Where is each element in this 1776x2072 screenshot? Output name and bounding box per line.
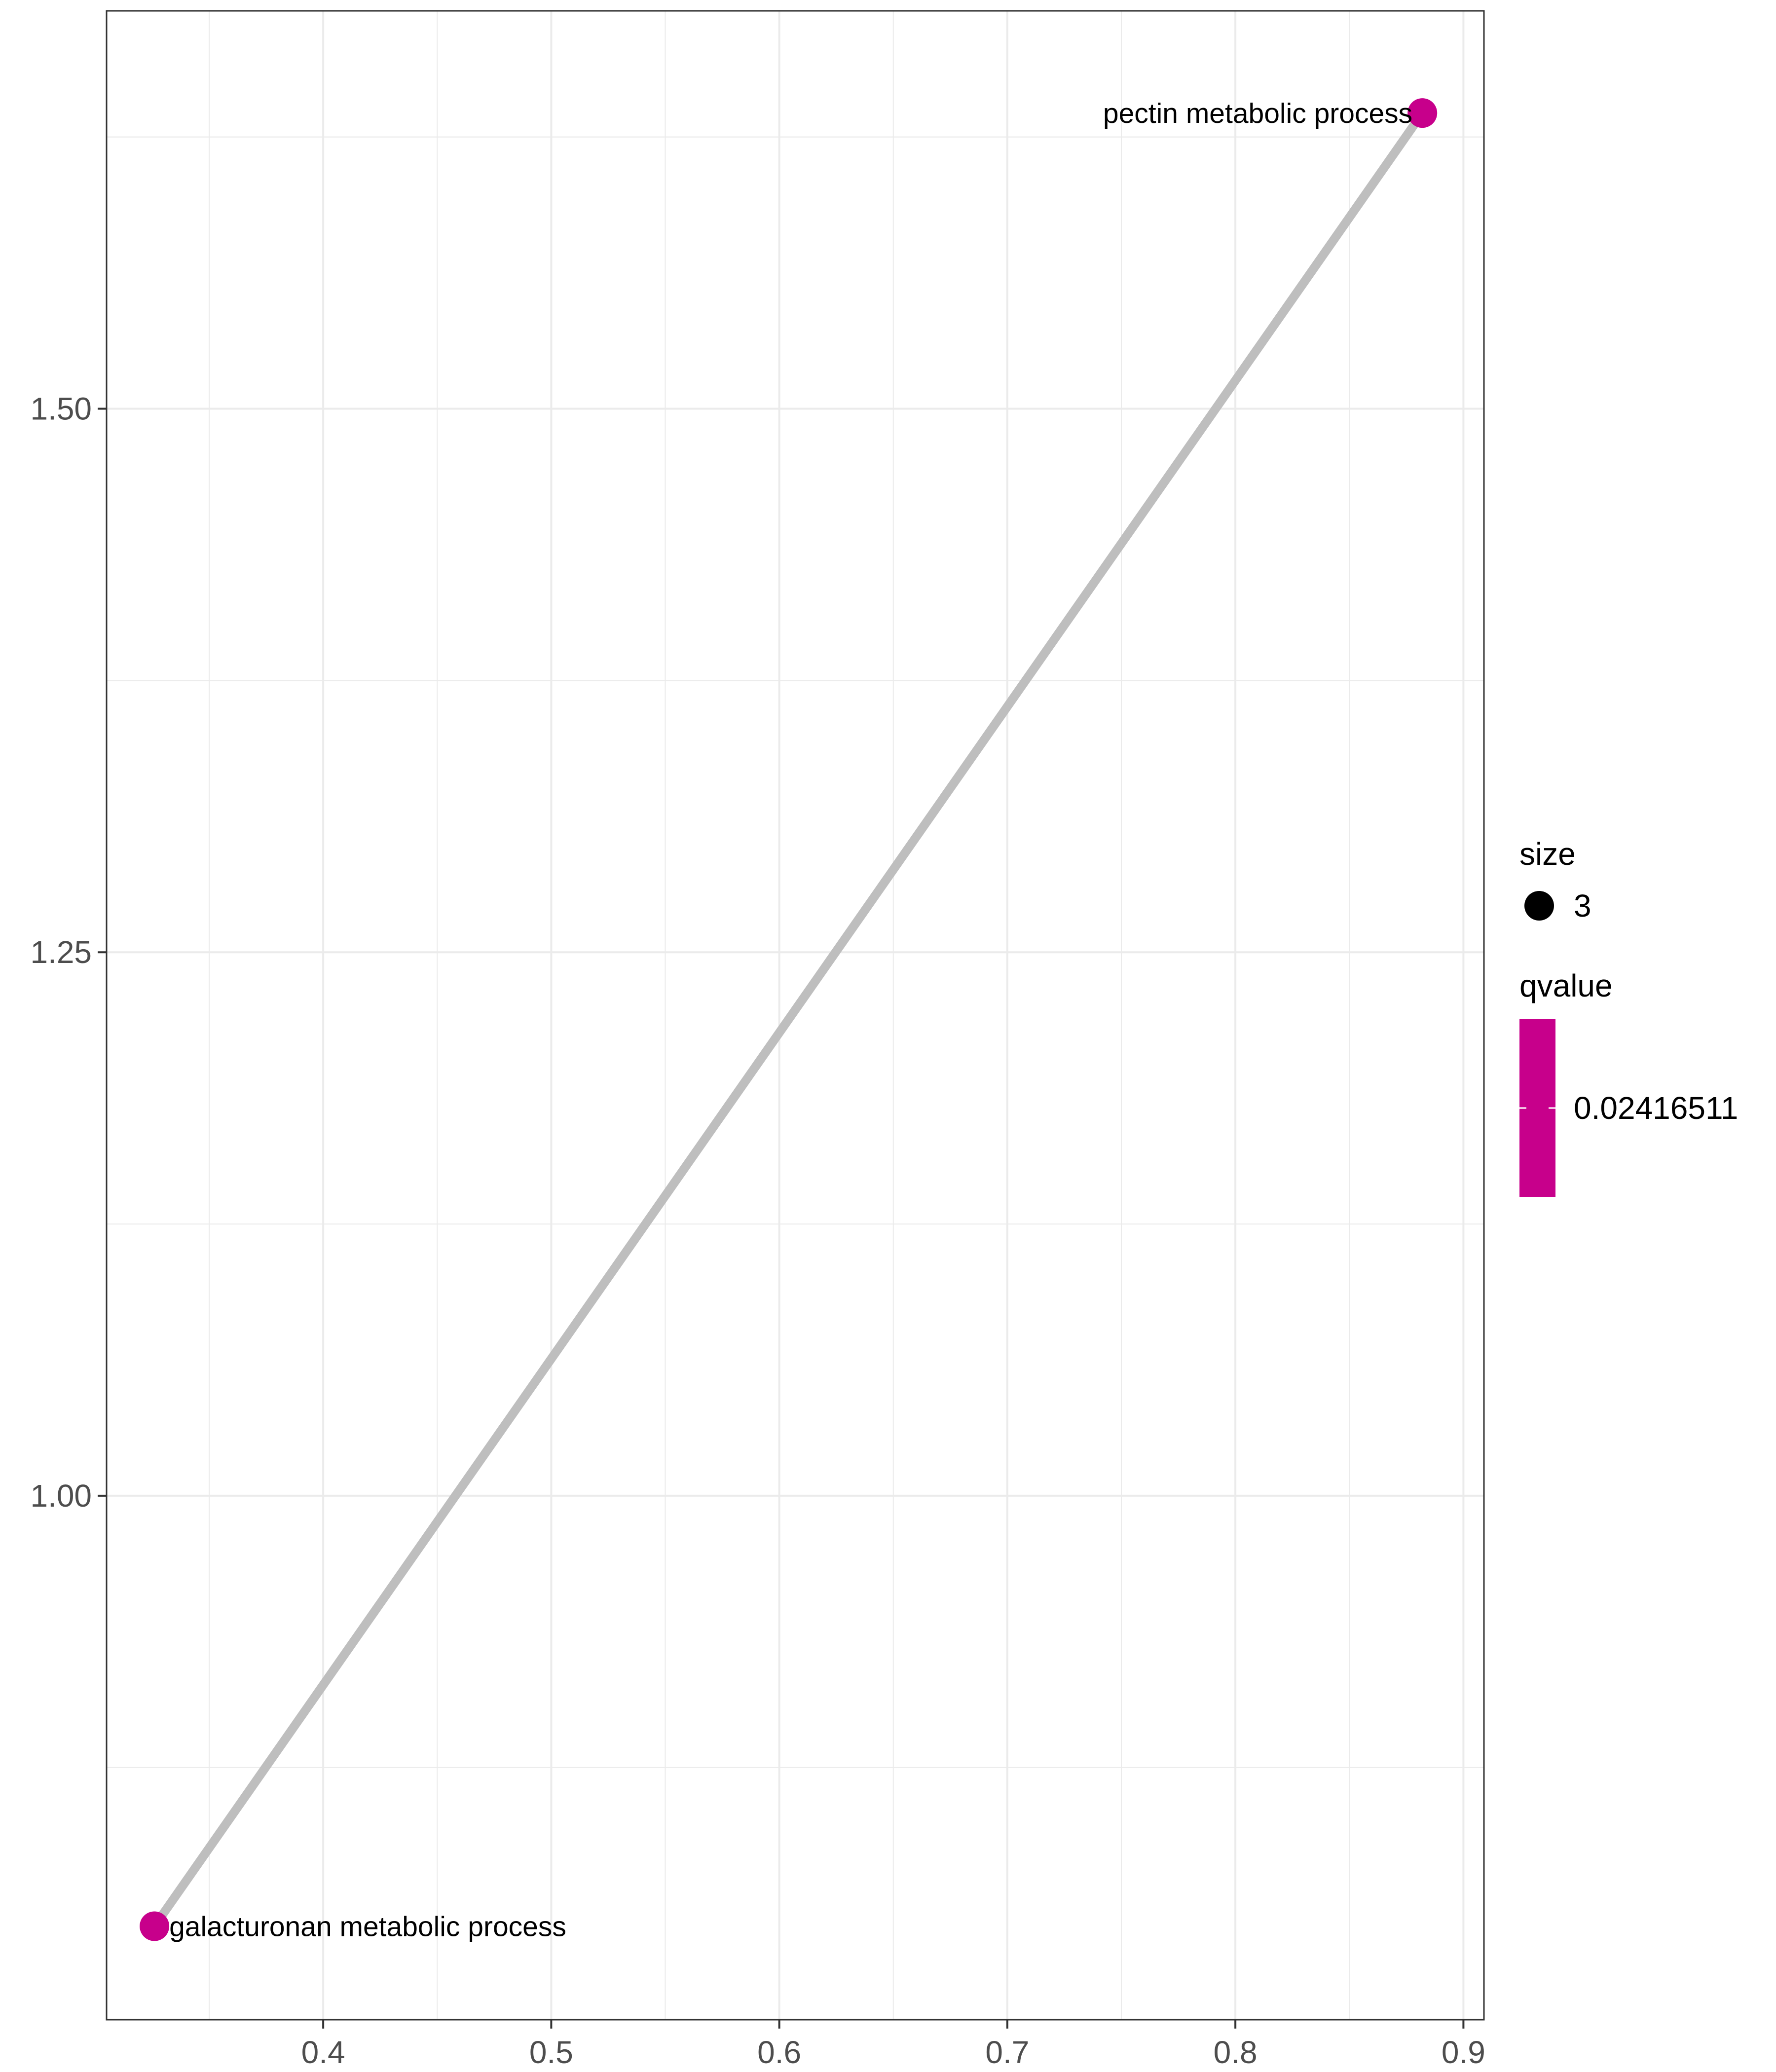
- points: [140, 98, 1438, 1941]
- grid-minor: [107, 11, 1484, 2020]
- legend-qvalue-title: qvalue: [1519, 968, 1613, 1003]
- legend-size-value: 3: [1574, 888, 1591, 924]
- x-tick-label: 0.4: [301, 2035, 345, 2070]
- legend-size-key: [1524, 891, 1554, 921]
- network-edge: [150, 109, 1427, 1931]
- legend-size-title: size: [1519, 836, 1576, 872]
- data-point: [140, 1911, 170, 1941]
- x-tick-label: 0.5: [529, 2035, 573, 2070]
- data-point: [1407, 98, 1438, 128]
- x-tick-label: 0.7: [985, 2035, 1029, 2070]
- x-tick-label: 0.8: [1214, 2035, 1258, 2070]
- panel-border: [106, 10, 1485, 2021]
- point-label: galacturonan metabolic process: [169, 1911, 566, 1943]
- legend-qvalue-value: 0.02416511: [1574, 1090, 1738, 1126]
- y-tick-label: 1.50: [30, 391, 92, 426]
- y-tick-label: 1.25: [30, 934, 92, 970]
- x-tick-label: 0.9: [1442, 2035, 1485, 2070]
- point-label: pectin metabolic process: [1103, 98, 1412, 129]
- y-tick-label: 1.00: [30, 1478, 92, 1514]
- x-tick-label: 0.6: [757, 2035, 801, 2070]
- legend: size 3 qvalue 0.02416511: [1519, 836, 1738, 1197]
- edges: [150, 109, 1427, 1931]
- axis-labels: 0.4 0.5 0.6 0.7 0.8 0.9 1.00 1.25 1.50: [30, 391, 1485, 2070]
- axis-ticks: [98, 407, 1465, 2029]
- point-labels: galacturonan metabolic process pectin met…: [169, 98, 1412, 1942]
